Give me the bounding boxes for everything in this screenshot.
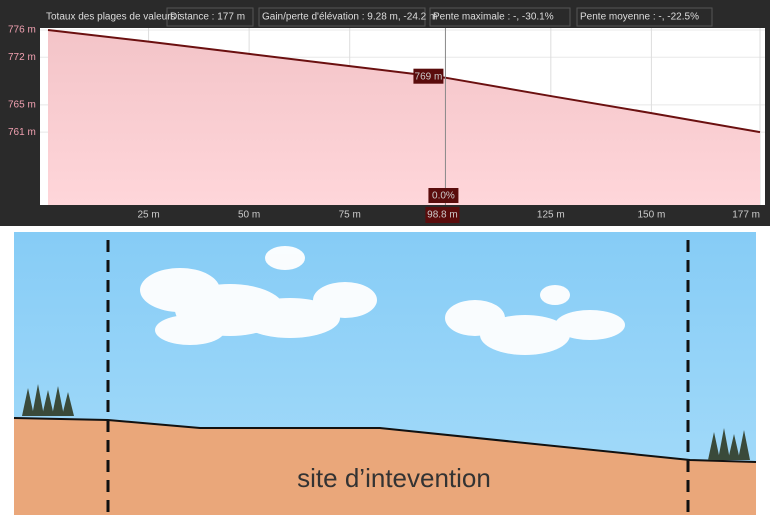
cursor-x-label: 98.8 m — [427, 210, 458, 221]
header-text: Pente maximale : -, -30.1% — [433, 12, 554, 23]
header-box — [258, 7, 426, 27]
clouds — [140, 246, 625, 355]
cursor-slope-label: 0.0% — [432, 191, 455, 202]
elevation-line — [47, 29, 761, 134]
cursor-y-box — [413, 68, 444, 84]
x-tick-label: 50 m — [238, 210, 260, 221]
x-tick-label: 75 m — [339, 210, 361, 221]
x-tick-label: 150 m — [637, 210, 665, 221]
x-tick-label: 25 m — [137, 210, 159, 221]
terrain-line — [13, 417, 757, 463]
header-text: Totaux des plages de valeurs : — [46, 12, 181, 23]
header-text: Pente moyenne : -, -22.5% — [580, 12, 699, 23]
header-box — [166, 7, 254, 27]
y-tick-label: 765 m — [8, 100, 36, 111]
x-tick-label: 177 m — [732, 210, 760, 221]
site-label: site d’intevention — [297, 463, 491, 493]
y-tick-label: 772 m — [8, 52, 36, 63]
trees — [22, 384, 750, 460]
cursor-slope-box — [428, 188, 459, 203]
section-diagram: site d’intevention — [13, 232, 757, 515]
cursor-y-label: 769 m — [415, 71, 443, 82]
header-box — [576, 7, 713, 27]
ground — [14, 418, 756, 515]
cursor-x-box — [425, 207, 460, 223]
x-tick-label: 125 m — [537, 210, 565, 221]
header-text: Gain/perte d'élévation : 9.28 m, -24.2 m — [262, 12, 437, 23]
y-tick-label: 776 m — [8, 25, 36, 36]
area-fill — [48, 30, 760, 205]
header-text: Distance : 177 m — [170, 12, 245, 23]
header-box — [429, 7, 571, 27]
y-tick-label: 761 m — [8, 127, 36, 138]
elevation-chart: Totaux des plages de valeurs :Distance :… — [8, 7, 765, 223]
